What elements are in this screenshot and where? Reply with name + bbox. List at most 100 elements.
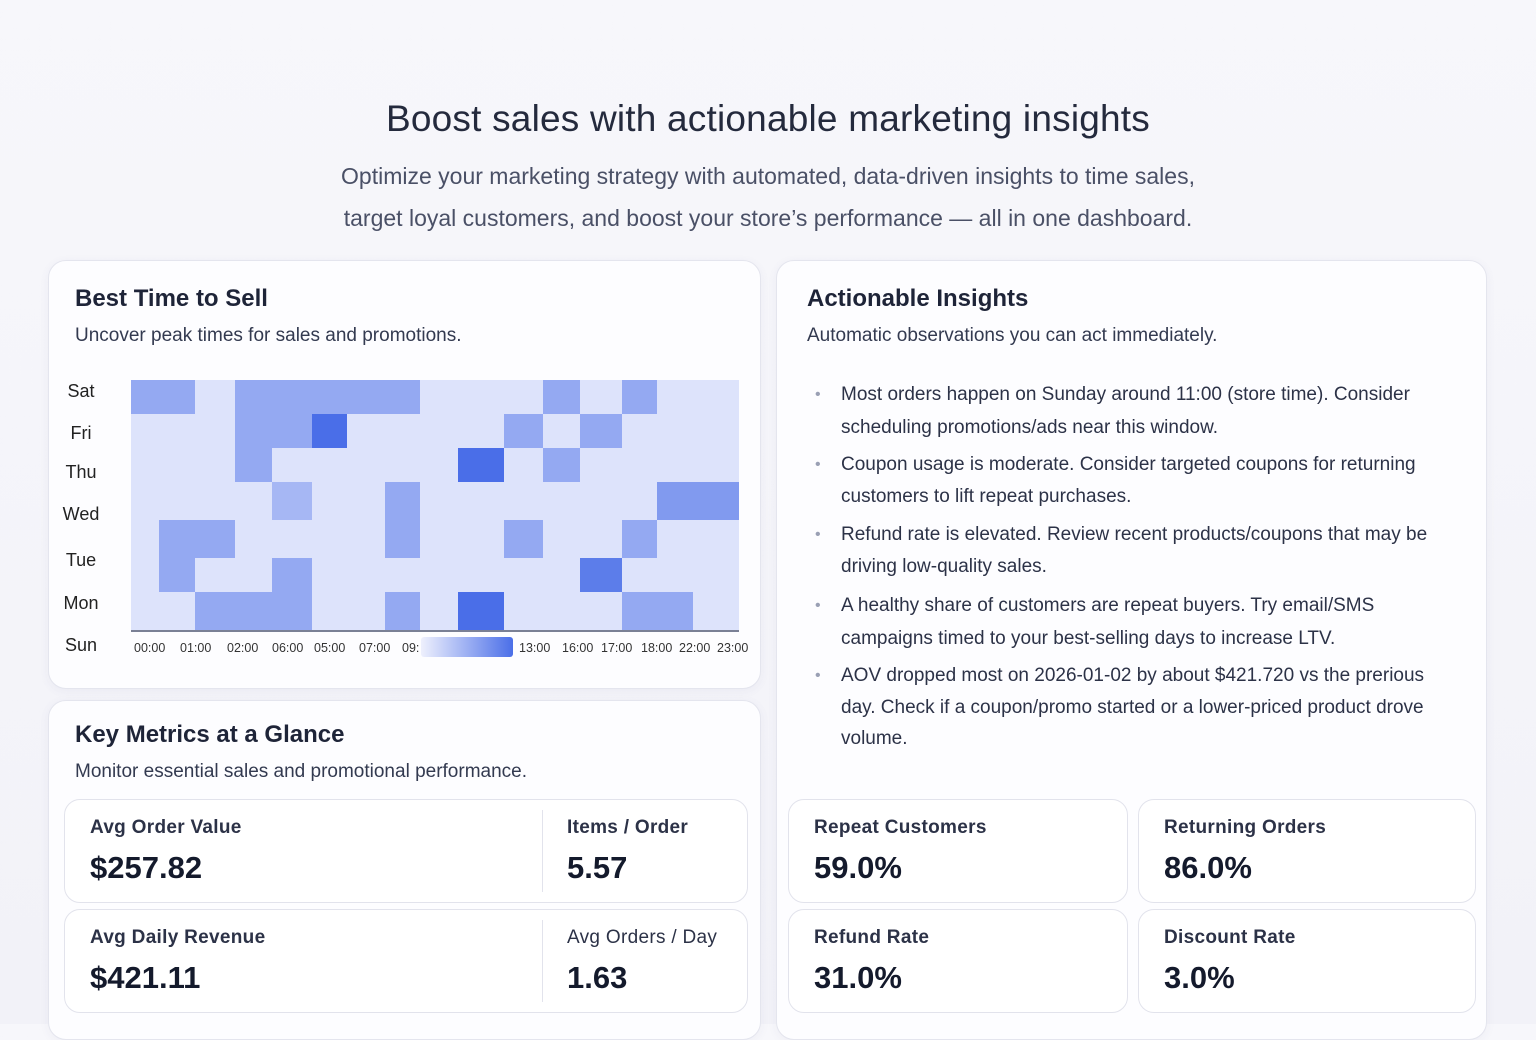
x-tick-label: 07:00: [359, 641, 391, 655]
heatmap-cell: [458, 592, 504, 630]
metric-tile-returning: Returning Orders 86.0%: [1138, 799, 1476, 903]
insights-card: Actionable Insights Automatic observatio…: [776, 260, 1487, 1040]
heatmap-cell: [504, 520, 543, 558]
metric-value: 31.0%: [814, 960, 902, 995]
heatmap-cell: [385, 482, 420, 520]
metric-value: 3.0%: [1164, 960, 1235, 995]
divider: [542, 920, 543, 1002]
row-label: Sun: [64, 635, 98, 655]
x-tick-label: 16:00: [562, 641, 594, 655]
heatmap-cell: [235, 592, 272, 630]
subtitle-line: Optimize your marketing strategy with au…: [341, 163, 1195, 189]
metric-value: 59.0%: [814, 850, 902, 885]
x-tick-label: 01:00: [180, 641, 212, 655]
card-title: Actionable Insights: [807, 285, 1029, 312]
row-label: Wed: [62, 504, 100, 524]
metric-value: $421.11: [90, 960, 201, 995]
heatmap-cell: [159, 520, 195, 558]
metric-tile-daily-revenue: Avg Daily Revenue $421.11 Avg Orders / D…: [64, 909, 748, 1013]
x-tick-label: 00:00: [134, 641, 166, 655]
x-tick-label: 02:00: [227, 641, 259, 655]
x-tick-label: 09:: [402, 641, 420, 655]
insight-item: AOV dropped most on 2026-01-02 by about …: [815, 660, 1461, 755]
heatmap-cell: [657, 482, 693, 520]
color-legend: [421, 637, 513, 657]
heatmap-cell: [235, 380, 272, 414]
metric-label: Avg Daily Revenue: [90, 927, 266, 948]
metric-value: 5.57: [567, 850, 628, 885]
metric-value: 86.0%: [1164, 850, 1252, 885]
heatmap-cell: [347, 380, 385, 414]
row-label: Tue: [65, 550, 97, 570]
heatmap-cell: [235, 448, 272, 482]
metric-label: Discount Rate: [1164, 927, 1296, 948]
heatmap-cell: [543, 448, 580, 482]
card-title: Best Time to Sell: [75, 285, 268, 312]
row-label: Fri: [70, 423, 92, 443]
heatmap-cell: [159, 558, 195, 592]
insight-item: Most orders happen on Sunday around 11:0…: [815, 378, 1471, 444]
metric-label: Avg Orders / Day: [567, 927, 718, 948]
heatmap-cell: [272, 592, 312, 630]
heatmap-cell: [159, 380, 195, 414]
card-description: Uncover peak times for sales and promoti…: [75, 325, 462, 346]
heatmap-cell: [131, 380, 159, 414]
key-metrics-card: Key Metrics at a Glance Monitor essentia…: [48, 700, 761, 1040]
insight-item: Coupon usage is moderate. Consider targe…: [815, 449, 1471, 513]
metric-label: Repeat Customers: [814, 817, 987, 838]
metric-tile-aov: Avg Order Value $257.82 Items / Order 5.…: [64, 799, 748, 903]
x-tick-label: 17:00: [601, 641, 633, 655]
x-tick-label: 13:00: [519, 641, 551, 655]
subtitle-line: target loyal customers, and boost your s…: [343, 205, 1193, 231]
metric-label: Refund Rate: [814, 927, 930, 948]
heatmap-cell: [580, 414, 622, 448]
x-tick-label: 23:00: [717, 641, 749, 655]
heatmap-cell: [272, 482, 312, 520]
x-tick-label: 22:00: [679, 641, 711, 655]
x-axis: [131, 630, 739, 632]
heatmap-cell: [622, 380, 657, 414]
heatmap-cell: [272, 380, 312, 414]
insight-item: Refund rate is elevated. Review recent p…: [815, 519, 1471, 583]
metric-tile-repeat: Repeat Customers 59.0%: [788, 799, 1128, 903]
page-title: Boost sales with actionable marketing in…: [386, 98, 1150, 139]
heatmap-cell: [622, 592, 657, 630]
x-tick-label: 06:00: [272, 641, 304, 655]
row-label: Mon: [63, 593, 99, 613]
metric-tile-discount: Discount Rate 3.0%: [1138, 909, 1476, 1013]
heatmap-cell: [543, 380, 580, 414]
metric-value: 1.63: [567, 960, 628, 995]
heatmap-cell: [195, 592, 235, 630]
heatmap-cell: [385, 592, 420, 630]
heatmap-cell: [312, 380, 347, 414]
card-title: Key Metrics at a Glance: [75, 721, 345, 748]
heatmap-cell: [622, 520, 657, 558]
divider: [542, 810, 543, 892]
heatmap-cell: [504, 414, 543, 448]
x-tick-label: 05:00: [314, 641, 346, 655]
metric-tile-refund: Refund Rate 31.0%: [788, 909, 1128, 1013]
best-time-card: Best Time to Sell Uncover peak times for…: [48, 260, 761, 689]
heatmap-cell: [272, 558, 312, 592]
insight-item: A healthy share of customers are repeat …: [815, 589, 1471, 655]
heatmap-cell: [580, 558, 622, 592]
row-label: Thu: [65, 462, 97, 482]
heatmap-cell: [385, 520, 420, 558]
metric-label: Items / Order: [567, 817, 689, 838]
metric-label: Avg Order Value: [90, 817, 242, 838]
heatmap-cell: [458, 448, 504, 482]
metric-value: $257.82: [90, 850, 203, 885]
page-subtitle: Optimize your marketing strategy with au…: [250, 155, 1286, 239]
heatmap-cell: [693, 482, 739, 520]
card-description: Monitor essential sales and promotional …: [75, 761, 528, 782]
heatmap-cell: [195, 520, 235, 558]
row-label: Sat: [67, 381, 95, 401]
heatmap-cell: [385, 380, 420, 414]
heatmap-cell: [657, 592, 693, 630]
heatmap-grid: [131, 380, 739, 630]
card-description: Automatic observations you can act immed…: [807, 325, 1218, 346]
heatmap-cell: [312, 414, 347, 448]
x-tick-label: 18:00: [641, 641, 673, 655]
heatmap-cell: [272, 414, 312, 448]
heatmap-cell: [235, 414, 272, 448]
